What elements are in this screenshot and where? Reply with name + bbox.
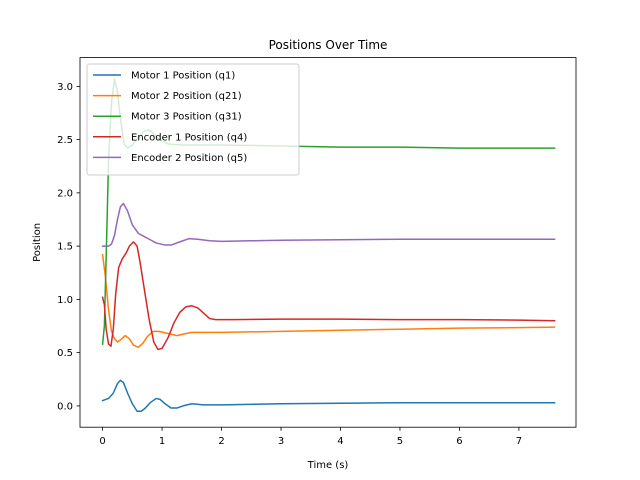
legend-label-4: Encoder 1 Position (q4): [131, 132, 247, 143]
y-tick-label: 1.0: [57, 295, 73, 306]
legend-label-5: Encoder 2 Position (q5): [131, 153, 247, 164]
y-tick-label: 3.0: [57, 82, 73, 93]
legend-label-1: Motor 1 Position (q1): [131, 71, 235, 82]
series-line-4: [101, 241, 556, 351]
axes: 0 1 2 3 4 5 6 7 0.0 0.5 1.0 1.5 2.0 2.5 3.0: [57, 82, 522, 447]
legend-box: [86, 63, 300, 176]
y-tick-label: 0.0: [57, 401, 73, 412]
y-tick-label: 2.0: [57, 188, 73, 199]
y-tick-label: 2.5: [57, 135, 73, 146]
x-tick-label: 6: [456, 436, 462, 447]
x-tick-label: 4: [337, 436, 343, 447]
x-tick-label: 0: [99, 436, 105, 447]
x-tick-label: 1: [159, 436, 165, 447]
x-tick-label: 2: [218, 436, 224, 447]
y-tick-label: 1.5: [57, 242, 73, 253]
y-tick-label: 0.5: [57, 348, 73, 359]
legend-label-3: Motor 3 Position (q31): [131, 112, 242, 123]
x-tick-label: 7: [516, 436, 522, 447]
x-tick-label: 3: [278, 436, 284, 447]
legend: Motor 1 Position (q1) Motor 2 Position (q…: [86, 63, 300, 176]
x-tick-label: 5: [397, 436, 403, 447]
chart-title: Positions Over Time: [269, 38, 388, 52]
plot-frame: [79, 57, 577, 428]
legend-label-2: Motor 2 Position (q21): [131, 91, 242, 102]
series-line-2: [101, 253, 556, 349]
series-line-1: [101, 379, 556, 412]
x-axis-title: Time (s): [307, 460, 349, 471]
series-line-5: [101, 202, 556, 247]
y-axis-title: Position: [32, 223, 43, 262]
